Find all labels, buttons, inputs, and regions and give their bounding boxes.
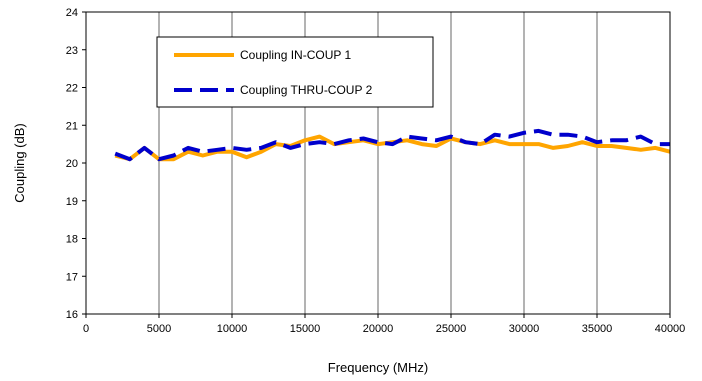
x-tick-label: 30000 bbox=[509, 323, 540, 335]
y-tick-label: 18 bbox=[66, 234, 78, 246]
x-tick-label: 40000 bbox=[655, 323, 686, 335]
x-tick-label: 35000 bbox=[582, 323, 613, 335]
y-tick-label: 24 bbox=[66, 7, 78, 19]
y-tick-label: 22 bbox=[66, 83, 78, 95]
y-tick-label: 17 bbox=[66, 271, 78, 283]
x-tick-label: 25000 bbox=[436, 323, 467, 335]
legend-label-in-coup-1: Coupling IN-COUP 1 bbox=[240, 48, 351, 62]
y-tick-label: 21 bbox=[66, 120, 78, 132]
y-tick-label: 23 bbox=[66, 45, 78, 57]
y-tick-label: 16 bbox=[66, 309, 78, 321]
x-tick-label: 15000 bbox=[290, 323, 321, 335]
x-tick-label: 5000 bbox=[147, 323, 171, 335]
legend-label-thru-coup-2: Coupling THRU-COUP 2 bbox=[240, 83, 373, 97]
legend-box bbox=[156, 36, 434, 108]
axis-ticks: 0 5000 10000 15000 20000 25000 30000 35000 40000… bbox=[66, 7, 686, 335]
legend: Coupling IN-COUP 1 Coupling THRU-COUP 2 bbox=[156, 36, 434, 108]
x-axis-title: Frequency (MHz) bbox=[328, 360, 428, 375]
x-tick-label: 20000 bbox=[363, 323, 394, 335]
y-axis-title: Coupling (dB) bbox=[12, 123, 27, 203]
y-tick-label: 19 bbox=[66, 196, 78, 208]
x-tick-label: 10000 bbox=[217, 323, 248, 335]
y-tick-label: 20 bbox=[66, 158, 78, 170]
x-tick-label: 0 bbox=[83, 323, 89, 335]
series-line-thru-coup-2 bbox=[114, 128, 670, 162]
series-lines bbox=[114, 128, 671, 162]
